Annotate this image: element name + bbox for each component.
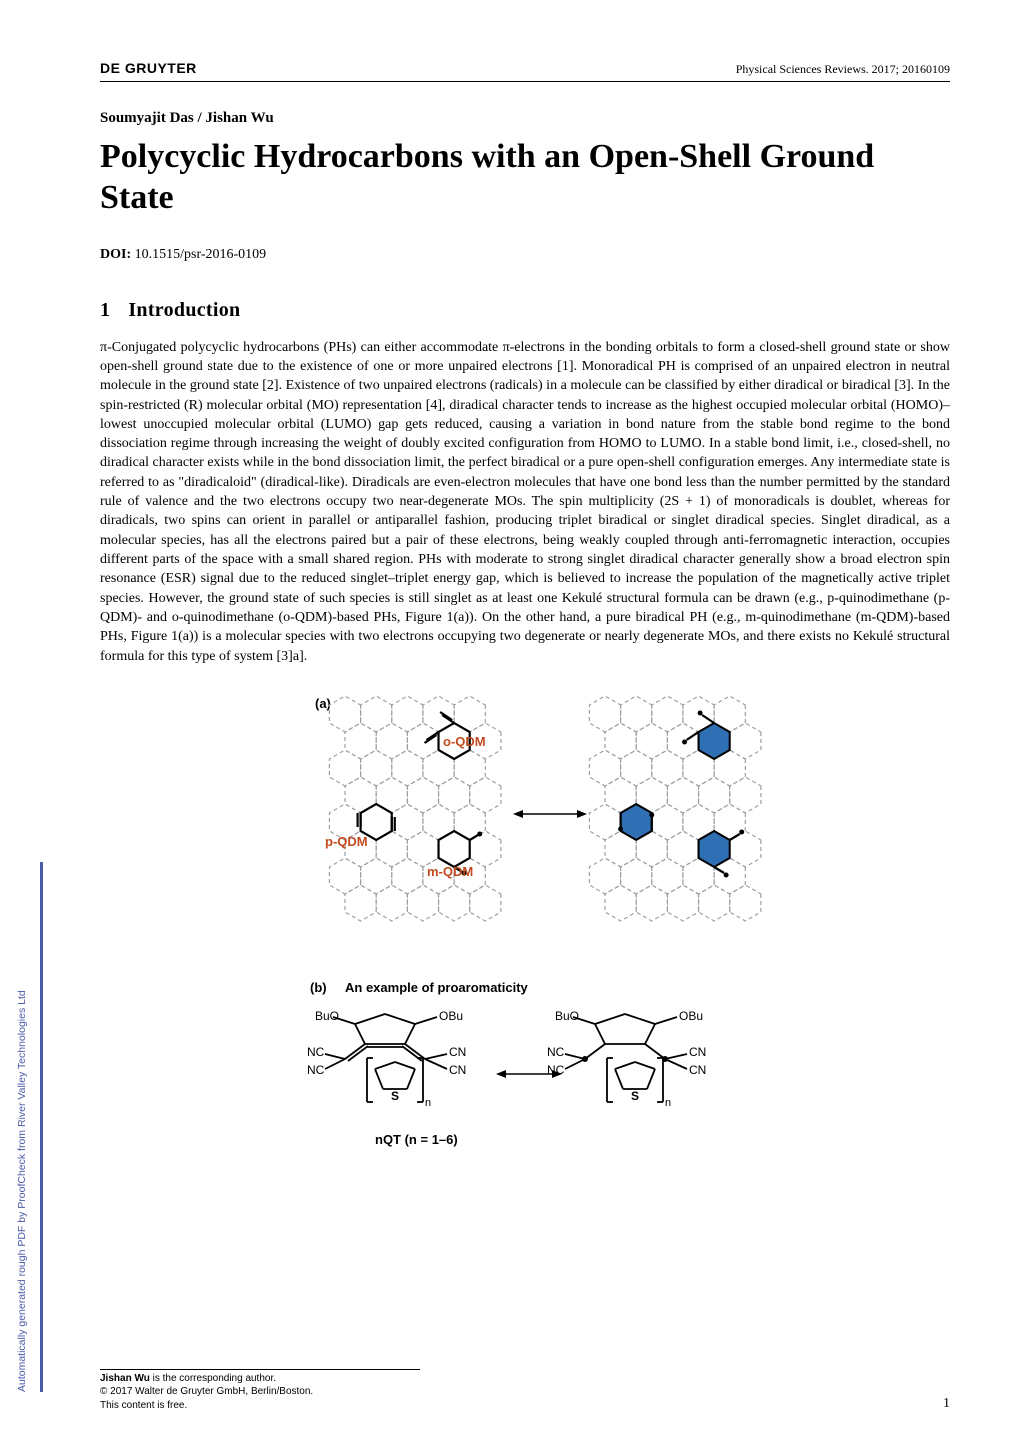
m-qdm-label: m-QDM <box>427 864 473 879</box>
nqt-diradical: BuOOBuNCNCSnCNCN <box>547 1009 706 1109</box>
doi-value: 10.1515/psr-2016-0109 <box>135 247 267 262</box>
section-number: 1 <box>100 299 110 322</box>
journal-ref: Physical Sciences Reviews. 2017; 2016010… <box>736 62 950 77</box>
svg-text:OBu: OBu <box>439 1009 463 1023</box>
svg-text:CN: CN <box>449 1045 466 1059</box>
intro-paragraph: π-Conjugated polycyclic hydrocarbons (PH… <box>100 338 950 666</box>
svg-text:CN: CN <box>689 1045 706 1059</box>
aromatic-motifs-right <box>618 710 744 877</box>
honeycomb-right <box>589 696 760 921</box>
corresp-rest: is the corresponding author. <box>150 1373 276 1384</box>
side-generated-note: Automatically generated rough PDF by Pro… <box>16 990 28 1392</box>
license-line: This content is free. <box>100 1399 420 1413</box>
doi-label: DOI: <box>100 247 131 262</box>
nqt-label: nQT (n = 1–6) <box>375 1132 458 1147</box>
section-title: Introduction <box>128 299 240 321</box>
svg-text:n: n <box>665 1097 671 1109</box>
panel-a-label: (a) <box>315 696 331 711</box>
nqt-quinoid: BuO OBu NC NC Sn CN CN <box>307 1009 466 1109</box>
o-qdm-label: o-QDM <box>443 734 486 749</box>
figure-1: (a) o-QDM p-QDM m-QDM (b) An example of … <box>100 684 950 1154</box>
page-number: 1 <box>943 1396 950 1412</box>
svg-text:OBu: OBu <box>679 1009 703 1023</box>
svg-text:BuO: BuO <box>315 1009 339 1023</box>
section-heading: 1 Introduction <box>100 299 950 322</box>
doi-line: DOI: 10.1515/psr-2016-0109 <box>100 247 950 263</box>
svg-text:CN: CN <box>689 1063 706 1077</box>
footer-block: Jishan Wu is the corresponding author. ©… <box>100 1369 420 1413</box>
proarom-arrow <box>496 1070 562 1078</box>
panel-b-label: (b) <box>310 980 327 995</box>
svg-text:NC: NC <box>547 1045 565 1059</box>
figure-svg: (a) o-QDM p-QDM m-QDM (b) An example of … <box>255 684 795 1154</box>
corresponding-author: Jishan Wu is the corresponding author. <box>100 1372 420 1386</box>
article-title: Polycyclic Hydrocarbons with an Open-She… <box>100 137 950 219</box>
authors-line: Soumyajit Das / Jishan Wu <box>100 110 950 127</box>
p-qdm-label: p-QDM <box>325 834 368 849</box>
svg-text:S: S <box>631 1089 639 1103</box>
svg-text:S: S <box>391 1089 399 1103</box>
page-header: DE GRUYTER Physical Sciences Reviews. 20… <box>100 60 950 82</box>
side-accent-bar <box>40 862 43 1392</box>
svg-text:CN: CN <box>449 1063 466 1077</box>
copyright-line: © 2017 Walter de Gruyter GmbH, Berlin/Bo… <box>100 1385 420 1399</box>
panel-b-caption: An example of proaromaticity <box>345 980 529 995</box>
corresp-name: Jishan Wu <box>100 1373 150 1384</box>
svg-text:n: n <box>425 1097 431 1109</box>
svg-text:NC: NC <box>307 1045 325 1059</box>
honeycomb-left <box>329 696 500 921</box>
resonance-arrow <box>513 810 587 818</box>
svg-text:NC: NC <box>307 1063 325 1077</box>
svg-text:BuO: BuO <box>555 1009 579 1023</box>
publisher-name: DE GRUYTER <box>100 60 197 76</box>
